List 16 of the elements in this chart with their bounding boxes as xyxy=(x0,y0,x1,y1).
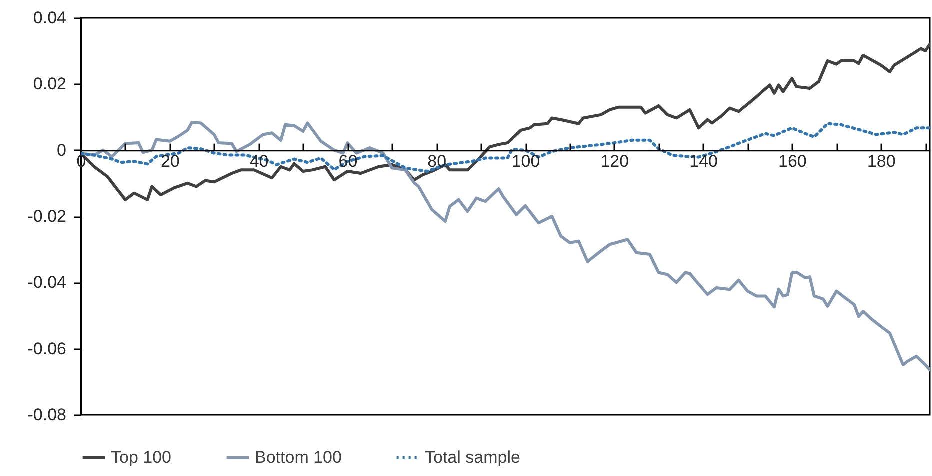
x-tick-label: 120 xyxy=(600,152,630,171)
x-tick-label: 80 xyxy=(428,152,447,171)
x-tick-label: 140 xyxy=(690,152,718,171)
y-tick-label: -0.06 xyxy=(28,339,66,358)
legend-label: Total sample xyxy=(425,448,520,467)
y-tick-label: -0.02 xyxy=(28,207,66,226)
legend-label: Bottom 100 xyxy=(255,448,342,467)
y-tick-label: 0.02 xyxy=(33,74,66,94)
y-tick-label: -0.08 xyxy=(28,406,66,424)
legend-label: Top 100 xyxy=(111,448,172,467)
x-tick-label: 180 xyxy=(867,152,896,171)
y-tick-label: 0.04 xyxy=(33,8,66,28)
x-tick-label: 160 xyxy=(778,152,807,171)
x-tick-label: 20 xyxy=(160,152,180,171)
x-tick-label: 100 xyxy=(512,152,540,171)
y-tick-label: -0.04 xyxy=(28,273,66,292)
